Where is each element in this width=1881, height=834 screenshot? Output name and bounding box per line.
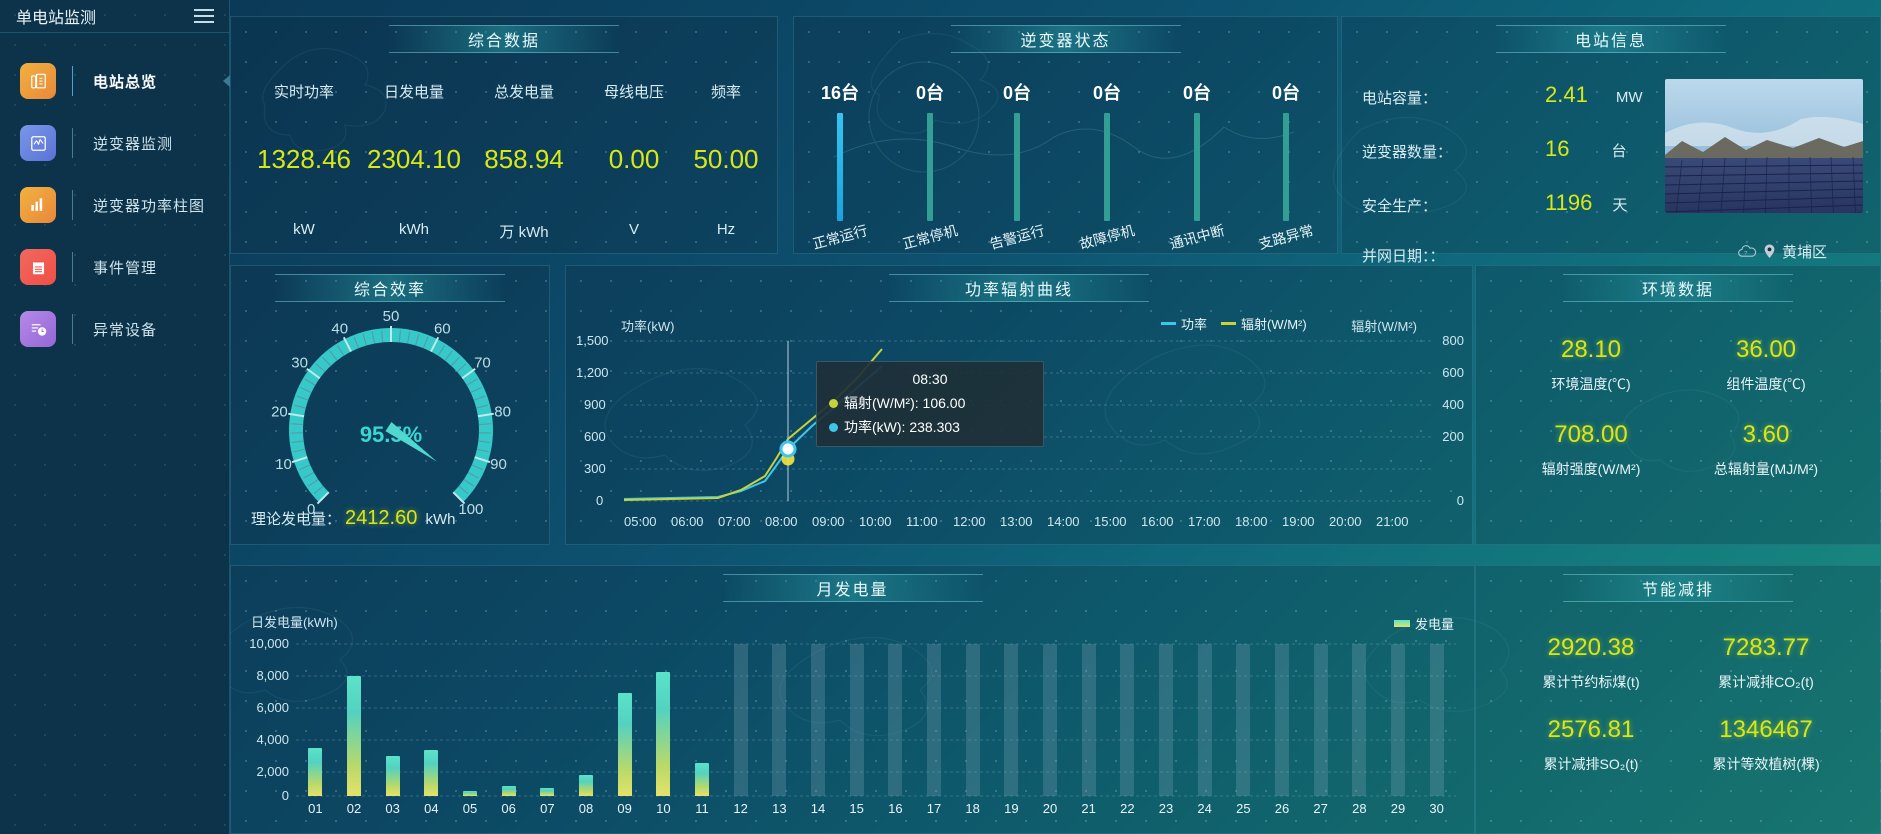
svg-text:07:00: 07:00 bbox=[718, 514, 751, 529]
svg-text:200: 200 bbox=[1442, 429, 1464, 444]
svg-text:800: 800 bbox=[1442, 333, 1464, 348]
svg-text:18:00: 18:00 bbox=[1235, 514, 1268, 529]
svg-text:0: 0 bbox=[1457, 493, 1464, 508]
svg-text:05:00: 05:00 bbox=[624, 514, 657, 529]
svg-text:08:00: 08:00 bbox=[765, 514, 798, 529]
svg-text:0: 0 bbox=[596, 493, 603, 508]
svg-text:1,200: 1,200 bbox=[576, 365, 609, 380]
svg-text:09:00: 09:00 bbox=[812, 514, 845, 529]
svg-text:900: 900 bbox=[584, 397, 606, 412]
svg-text:1,500: 1,500 bbox=[576, 333, 609, 348]
svg-text:600: 600 bbox=[584, 429, 606, 444]
svg-text:60: 60 bbox=[434, 320, 451, 337]
svg-text:100: 100 bbox=[458, 501, 483, 518]
svg-text:11:00: 11:00 bbox=[906, 514, 938, 529]
svg-text:21:00: 21:00 bbox=[1376, 514, 1409, 529]
svg-text:40: 40 bbox=[331, 320, 348, 337]
svg-text:19:00: 19:00 bbox=[1282, 514, 1315, 529]
svg-text:10:00: 10:00 bbox=[859, 514, 892, 529]
svg-text:15:00: 15:00 bbox=[1094, 514, 1127, 529]
svg-text:400: 400 bbox=[1442, 397, 1464, 412]
svg-text:600: 600 bbox=[1442, 365, 1464, 380]
svg-text:2,000: 2,000 bbox=[256, 764, 289, 779]
svg-text:10,000: 10,000 bbox=[249, 636, 289, 651]
svg-text:14:00: 14:00 bbox=[1047, 514, 1080, 529]
svg-text:4,000: 4,000 bbox=[256, 732, 289, 747]
svg-text:20:00: 20:00 bbox=[1329, 514, 1362, 529]
svg-text:300: 300 bbox=[584, 461, 606, 476]
svg-text:17:00: 17:00 bbox=[1188, 514, 1221, 529]
svg-text:0: 0 bbox=[282, 788, 289, 803]
svg-text:20: 20 bbox=[271, 403, 288, 420]
svg-text:16:00: 16:00 bbox=[1141, 514, 1174, 529]
svg-text:06:00: 06:00 bbox=[671, 514, 704, 529]
svg-text:50: 50 bbox=[383, 308, 400, 325]
svg-text:12:00: 12:00 bbox=[953, 514, 986, 529]
svg-text:70: 70 bbox=[474, 355, 491, 372]
svg-text:8,000: 8,000 bbox=[256, 668, 289, 683]
svg-text:30: 30 bbox=[291, 355, 308, 372]
svg-text:13:00: 13:00 bbox=[1000, 514, 1033, 529]
svg-text:6,000: 6,000 bbox=[256, 700, 289, 715]
svg-text:90: 90 bbox=[490, 456, 507, 473]
svg-text:10: 10 bbox=[275, 456, 292, 473]
svg-text:80: 80 bbox=[494, 403, 511, 420]
